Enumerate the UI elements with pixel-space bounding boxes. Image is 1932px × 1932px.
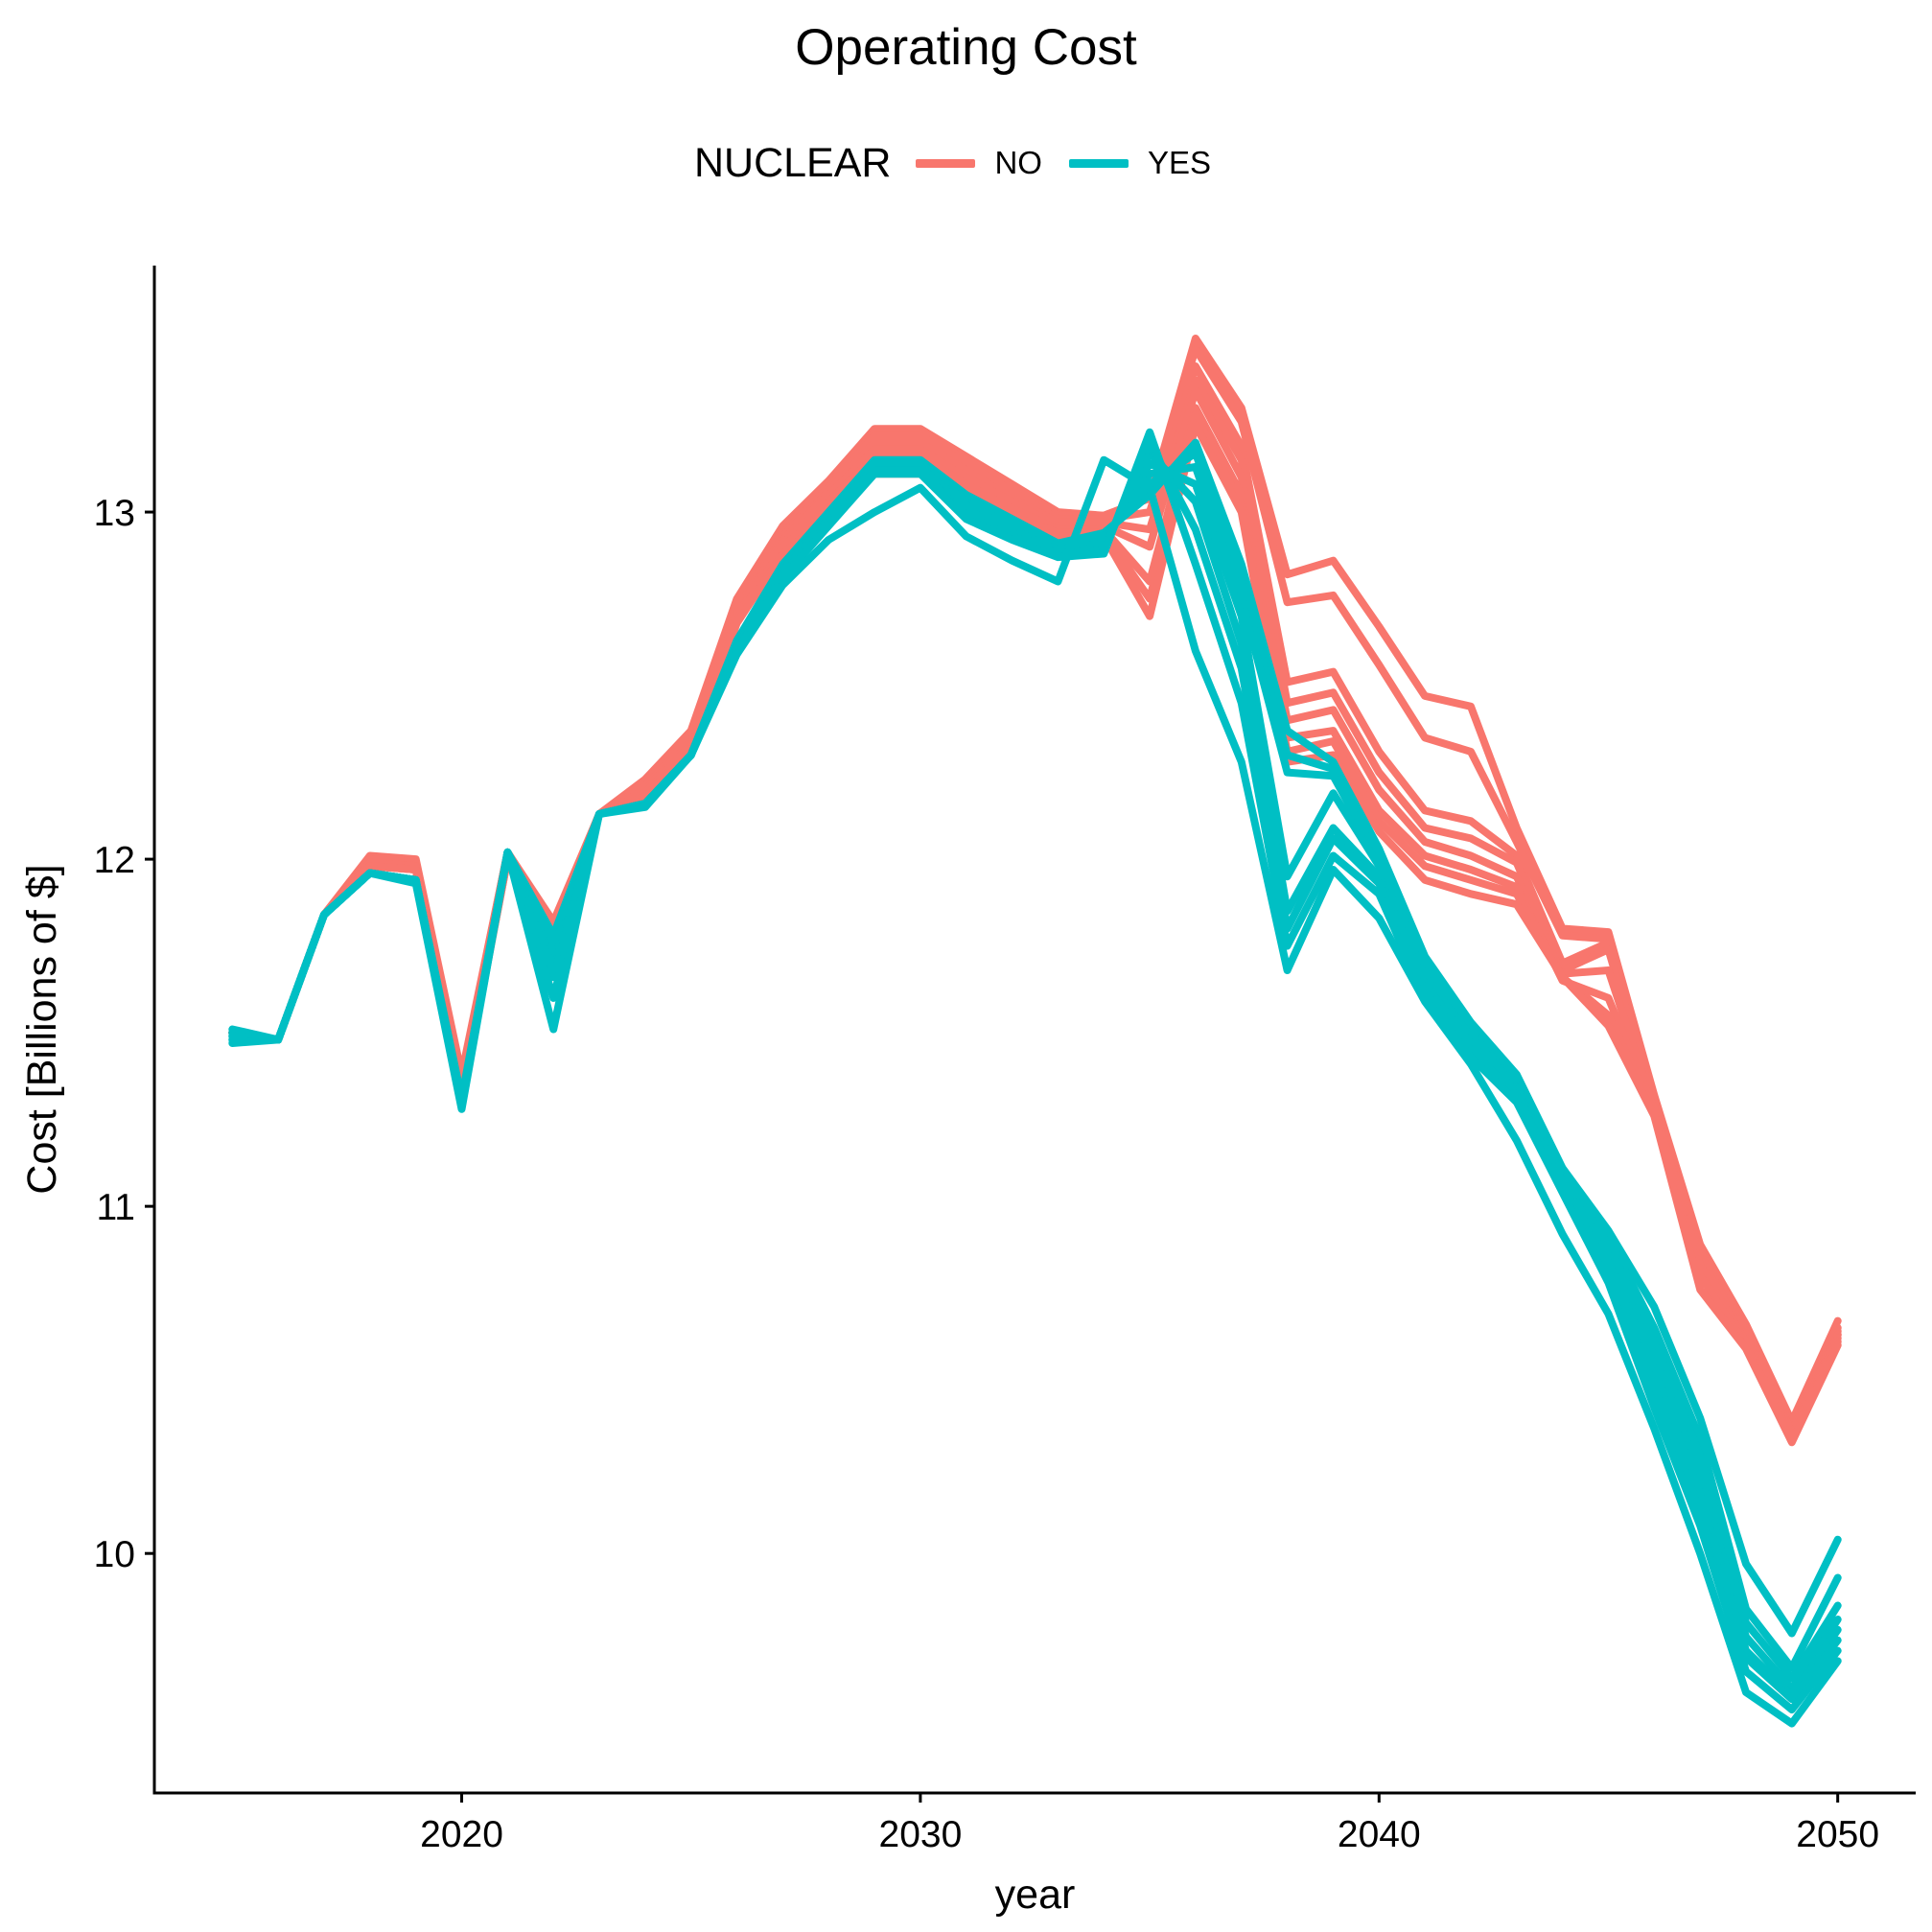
y-axis-ticks: 10 11 12 13: [94, 493, 154, 1575]
x-axis-ticks: 2020 2030 2040 2050: [420, 1793, 1879, 1855]
legend-key-no: [916, 158, 976, 168]
legend-label-no: NO: [994, 145, 1042, 180]
legend: NUCLEAR NO YES: [0, 134, 1932, 192]
x-tick-label: 2030: [879, 1814, 963, 1855]
y-tick-label: 10: [94, 1534, 135, 1575]
series-line-yes-16: [228, 455, 1842, 1728]
y-tick-label: 12: [94, 840, 135, 881]
legend-item-yes: YES: [1068, 145, 1212, 181]
x-tick-label: 2040: [1338, 1814, 1421, 1855]
series-line-no-6: [228, 404, 1842, 1440]
series-line-yes-15: [228, 428, 1842, 1714]
series-line-yes-13: [228, 449, 1842, 1700]
x-axis-title: year: [995, 1872, 1076, 1918]
series-line-yes-12: [228, 459, 1842, 1693]
y-tick-label: 13: [94, 493, 135, 534]
y-axis-title: Cost [Billions of $]: [19, 864, 65, 1194]
x-tick-label: 2050: [1796, 1814, 1879, 1855]
series-line-yes-14: [228, 438, 1842, 1704]
legend-item-no: NO: [916, 145, 1042, 181]
legend-label-yes: YES: [1147, 145, 1212, 180]
x-tick-label: 2020: [420, 1814, 503, 1855]
y-tick-label: 11: [97, 1187, 136, 1228]
legend-key-yes: [1068, 158, 1129, 168]
series-line-yes-11: [228, 459, 1842, 1683]
legend-title: NUCLEAR: [693, 139, 892, 186]
series-layer: [228, 335, 1842, 1728]
chart-title: Operating Cost: [795, 19, 1137, 76]
